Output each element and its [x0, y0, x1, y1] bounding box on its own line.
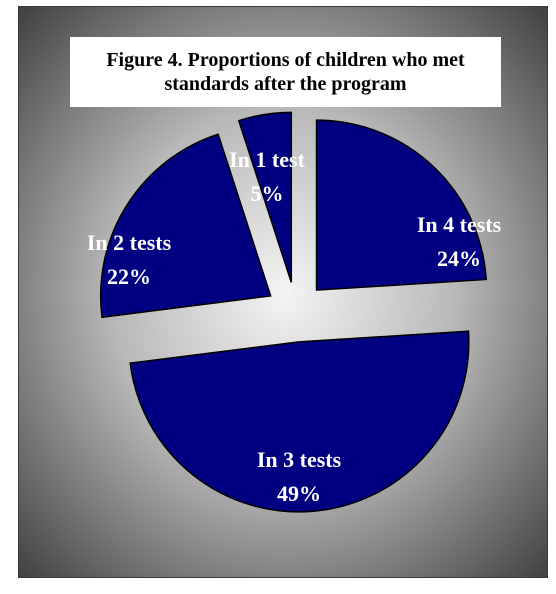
slice-label-in-4-tests: In 4 tests [417, 212, 502, 237]
pie-slice-in-3-tests [129, 330, 470, 513]
chart-title-line-2: standards after the program [164, 73, 407, 95]
pie-slices [99, 111, 487, 513]
slice-percent-in-1-test: 5% [251, 181, 284, 206]
slice-percent-in-3-tests: 49% [277, 481, 321, 506]
slice-percent-in-2-tests: 22% [107, 264, 151, 289]
slice-label-in-2-tests: In 2 tests [87, 230, 172, 255]
chart-frame: In 4 tests 24% In 3 tests 49% In 2 tests 22% I… [18, 6, 548, 578]
chart-title-box: Figure 4. Proportions of children who me… [70, 37, 501, 107]
pie-slice-in-1-test [237, 111, 293, 283]
slice-label-in-3-tests: In 3 tests [257, 447, 342, 472]
pie-labels: In 4 tests 24% In 3 tests 49% In 2 tests 22% I… [87, 147, 502, 506]
slice-percent-in-4-tests: 24% [437, 246, 481, 271]
pie-slice-in-4-tests [315, 119, 487, 291]
slice-label-in-1-test: In 1 test [229, 147, 305, 172]
chart-title-line-1: Figure 4. Proportions of children who me… [106, 49, 465, 71]
pie-slice-in-2-tests [99, 133, 272, 319]
